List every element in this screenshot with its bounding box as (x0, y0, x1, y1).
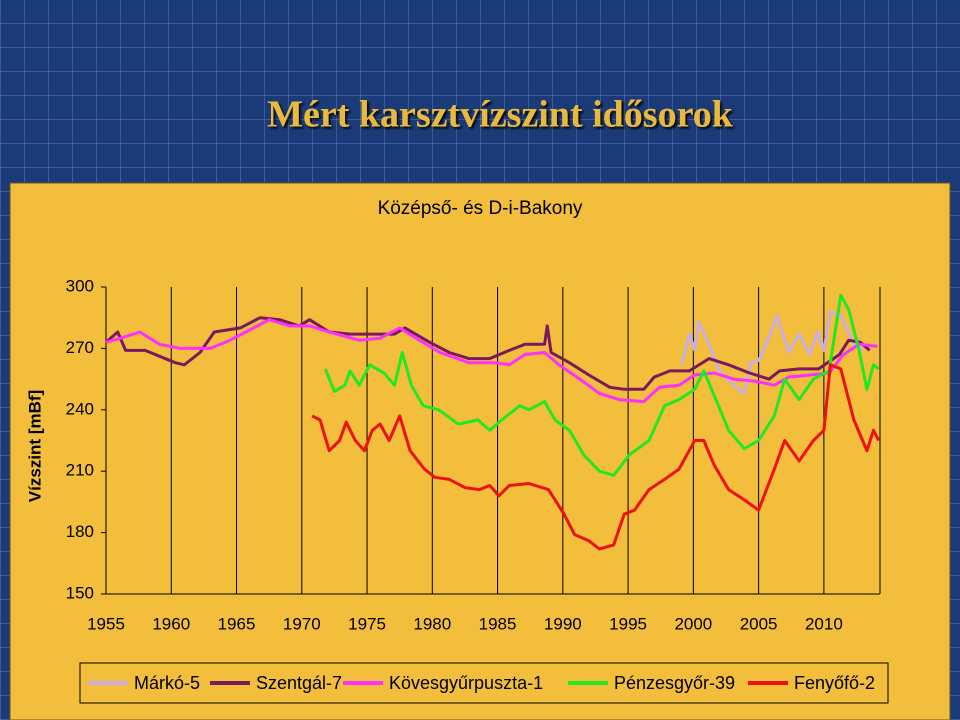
legend-label: Márkó-5 (134, 673, 200, 693)
x-tick-label: 1955 (87, 614, 125, 633)
series-line (311, 363, 881, 551)
x-tick-label: 1995 (609, 614, 647, 633)
chart-title: Középső- és D-i-Bakony (378, 198, 583, 219)
x-tick-label: 2005 (740, 614, 778, 633)
series-line (105, 318, 878, 404)
legend-box (79, 662, 889, 704)
slide-title: Mért karsztvízszint idősorok (267, 94, 734, 136)
series-line (680, 310, 864, 395)
x-tick-label: 1965 (218, 614, 256, 633)
legend-label: Fenyőfő-2 (794, 673, 875, 693)
x-tick-label: 1980 (413, 614, 451, 633)
y-tick-label: 240 (66, 399, 94, 418)
series-line (323, 293, 880, 477)
x-tick-label: 1990 (544, 614, 582, 633)
y-tick-label: 300 (66, 276, 94, 295)
x-tick-label: 1960 (152, 614, 190, 633)
y-tick-label: 270 (66, 338, 94, 357)
chart-panel (9, 182, 951, 720)
x-tick-label: 1970 (283, 614, 321, 633)
x-tick-label: 2010 (805, 614, 843, 633)
x-tick-label: 2000 (674, 614, 712, 633)
y-tick-label: 180 (66, 522, 94, 541)
y-axis-label: Vízszint [mBf] (25, 390, 44, 502)
legend-label: Pénzesgyőr-39 (614, 673, 735, 693)
legend-label: Kövesgyűrpuszta-1 (389, 673, 543, 693)
x-tick-label: 1975 (348, 614, 386, 633)
y-tick-label: 210 (66, 461, 94, 480)
series-line (105, 316, 871, 391)
x-tick-label: 1985 (479, 614, 517, 633)
y-tick-label: 150 (66, 583, 94, 602)
legend-label: Szentgál-7 (256, 673, 342, 693)
